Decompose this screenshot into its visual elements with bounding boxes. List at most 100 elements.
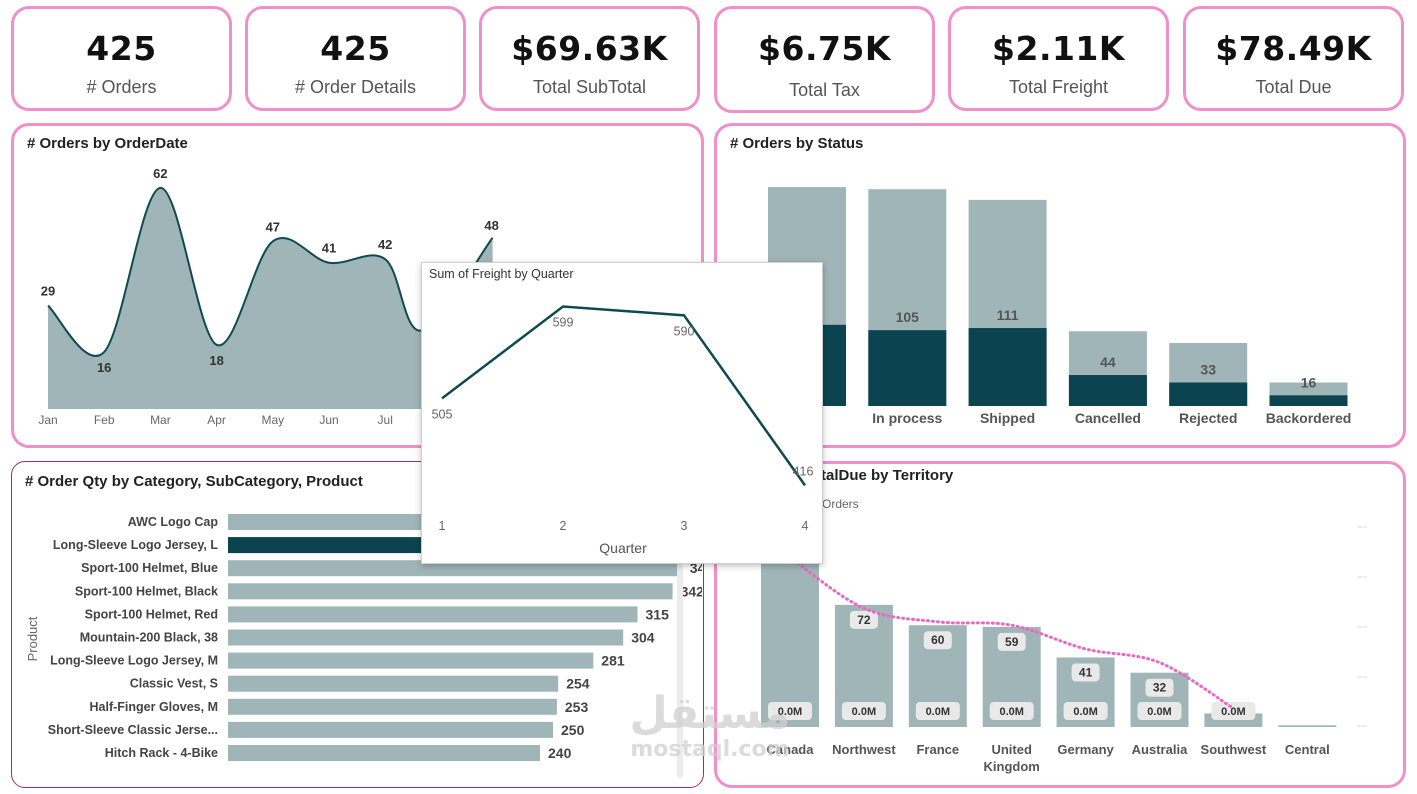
kpi-order-details[interactable]: 425 # Order Details	[245, 6, 466, 111]
product-label: Long-Sleeve Logo Jersey, M	[50, 654, 218, 668]
product-bar	[228, 675, 559, 692]
x-tick-label: 3	[681, 519, 688, 533]
due-label: 0.0M	[1073, 706, 1097, 718]
panel-title: talDue by Territory	[821, 467, 954, 484]
product-label: Sport-100 Helmet, Black	[75, 584, 218, 598]
data-label: 29	[41, 284, 55, 299]
data-label: 253	[565, 699, 589, 715]
due-label: 0.0M	[852, 706, 876, 718]
kpi-label: Total Tax	[789, 80, 860, 100]
due-by-territory-panel[interactable]: talDue by Territory	[714, 461, 1406, 788]
data-label: 48	[484, 218, 498, 233]
x-tick-label: May	[261, 413, 284, 427]
product-label: Mountain-200 Black, 38	[80, 631, 218, 645]
x-tick-label: Jul	[378, 413, 393, 427]
data-label: 16	[97, 360, 111, 375]
legend-label: Orders	[822, 497, 859, 511]
product-bar	[228, 652, 594, 669]
data-label: 416	[793, 464, 814, 478]
due-by-territory-chart: Orders 0.0M Canada 72 0.0M Northwest 60 0.0M Fra…	[761, 497, 1367, 774]
freight-by-quarter-chart: 505 1 599 2 590 3 416 4 Quarter	[432, 305, 814, 556]
kpi-value: $6.75K	[758, 29, 891, 68]
kpi-total-subtotal[interactable]: $69.63K Total SubTotal	[479, 6, 700, 111]
data-label: 33	[1200, 362, 1216, 378]
data-label: 315	[646, 606, 670, 622]
x-tick-label: Central	[1285, 742, 1330, 757]
trend-line	[788, 555, 1235, 710]
kpi-total-freight[interactable]: $2.11K Total Freight	[948, 6, 1169, 111]
x-tick-label: Backordered	[1266, 410, 1352, 426]
product-bar	[228, 606, 638, 623]
territory-bar	[1278, 725, 1337, 727]
product-bar	[228, 629, 624, 646]
kpi-value: 425	[320, 29, 391, 68]
data-label: 105	[896, 309, 920, 325]
kpi-value: $69.63K	[511, 29, 668, 68]
product-bar	[228, 721, 553, 738]
data-label: 42	[378, 237, 392, 252]
x-tick-label: United	[991, 742, 1031, 757]
watermark-arabic: مستقل	[629, 688, 791, 739]
x-tick-label: Kingdom	[984, 759, 1040, 774]
kpi-label: Total Freight	[1008, 77, 1109, 97]
data-label: 250	[561, 722, 585, 738]
x-tick-label: 2	[560, 519, 567, 533]
x-tick-label: France	[916, 742, 959, 757]
product-label: Classic Vest, S	[130, 677, 218, 691]
due-label: 0.0M	[926, 706, 950, 718]
data-label: 342	[681, 583, 702, 599]
x-tick-label: 1	[439, 519, 446, 533]
due-label: 0.0M	[1147, 706, 1171, 718]
x-tick-label: Jun	[319, 413, 338, 427]
data-label-bg	[849, 610, 878, 629]
data-label: 304	[631, 630, 655, 646]
y-axis-label: Product	[25, 616, 40, 661]
data-label: 599	[553, 316, 574, 330]
x-tick-label: Apr	[207, 413, 226, 427]
kpi-total-due[interactable]: $78.49K Total Due	[1183, 6, 1404, 111]
product-label: AWC Logo Cap	[128, 515, 219, 529]
data-label: 254	[566, 676, 590, 692]
status-bar-highlight	[1068, 375, 1147, 406]
territory-bar	[761, 555, 819, 727]
data-label: 72	[857, 613, 871, 627]
data-label: 60	[931, 633, 945, 647]
data-label: 41	[1079, 665, 1093, 679]
data-label-bg	[1071, 663, 1100, 682]
x-tick-label: Southwest	[1201, 742, 1267, 757]
orders-by-date-chart: Jan Feb Mar Apr May Jun Jul 29 16 62 18 47 41 42 48	[38, 166, 499, 427]
data-label: 18	[209, 353, 223, 368]
kpi-orders[interactable]: 425 # Orders	[11, 6, 232, 111]
product-bar	[228, 698, 557, 715]
data-label-bg	[997, 632, 1026, 651]
kpi-value: $2.11K	[992, 29, 1125, 68]
data-label: 16	[1301, 374, 1317, 390]
product-bar	[228, 745, 540, 761]
data-label: 62	[153, 166, 167, 181]
data-label: 349	[690, 560, 702, 576]
x-tick-label: Rejected	[1179, 410, 1237, 426]
data-label: 47	[266, 219, 280, 234]
due-label-bg	[1137, 702, 1182, 720]
product-bar	[228, 560, 682, 577]
area-fill	[48, 187, 493, 409]
due-label-bg	[841, 702, 886, 720]
due-label: 0.0M	[1221, 706, 1245, 718]
product-label: Sport-100 Helmet, Red	[85, 607, 218, 621]
due-label-bg	[1063, 702, 1108, 720]
kpi-total-tax[interactable]: $6.75K Total Tax	[714, 6, 935, 113]
data-label: 111	[997, 307, 1019, 323]
status-bar-highlight	[1169, 382, 1248, 406]
panel-title: # Order Qty by Category, SubCategory, Pr…	[25, 473, 363, 490]
data-label: 240	[548, 745, 572, 761]
kpi-value: $78.49K	[1215, 29, 1372, 68]
data-label: 505	[432, 407, 453, 421]
data-label-bg	[923, 631, 952, 650]
x-tick-label: Germany	[1057, 742, 1114, 757]
x-tick-label: Jan	[38, 413, 57, 427]
watermark-latin: mostaql.com	[630, 737, 790, 762]
panel-title: # Orders by Status	[730, 135, 864, 152]
product-label: Hitch Rack - 4-Bike	[105, 746, 218, 760]
data-label: 590	[674, 324, 695, 338]
freight-tooltip: Sum of Freight by Quarter 505 1 599 2 590 3 41…	[421, 262, 823, 564]
